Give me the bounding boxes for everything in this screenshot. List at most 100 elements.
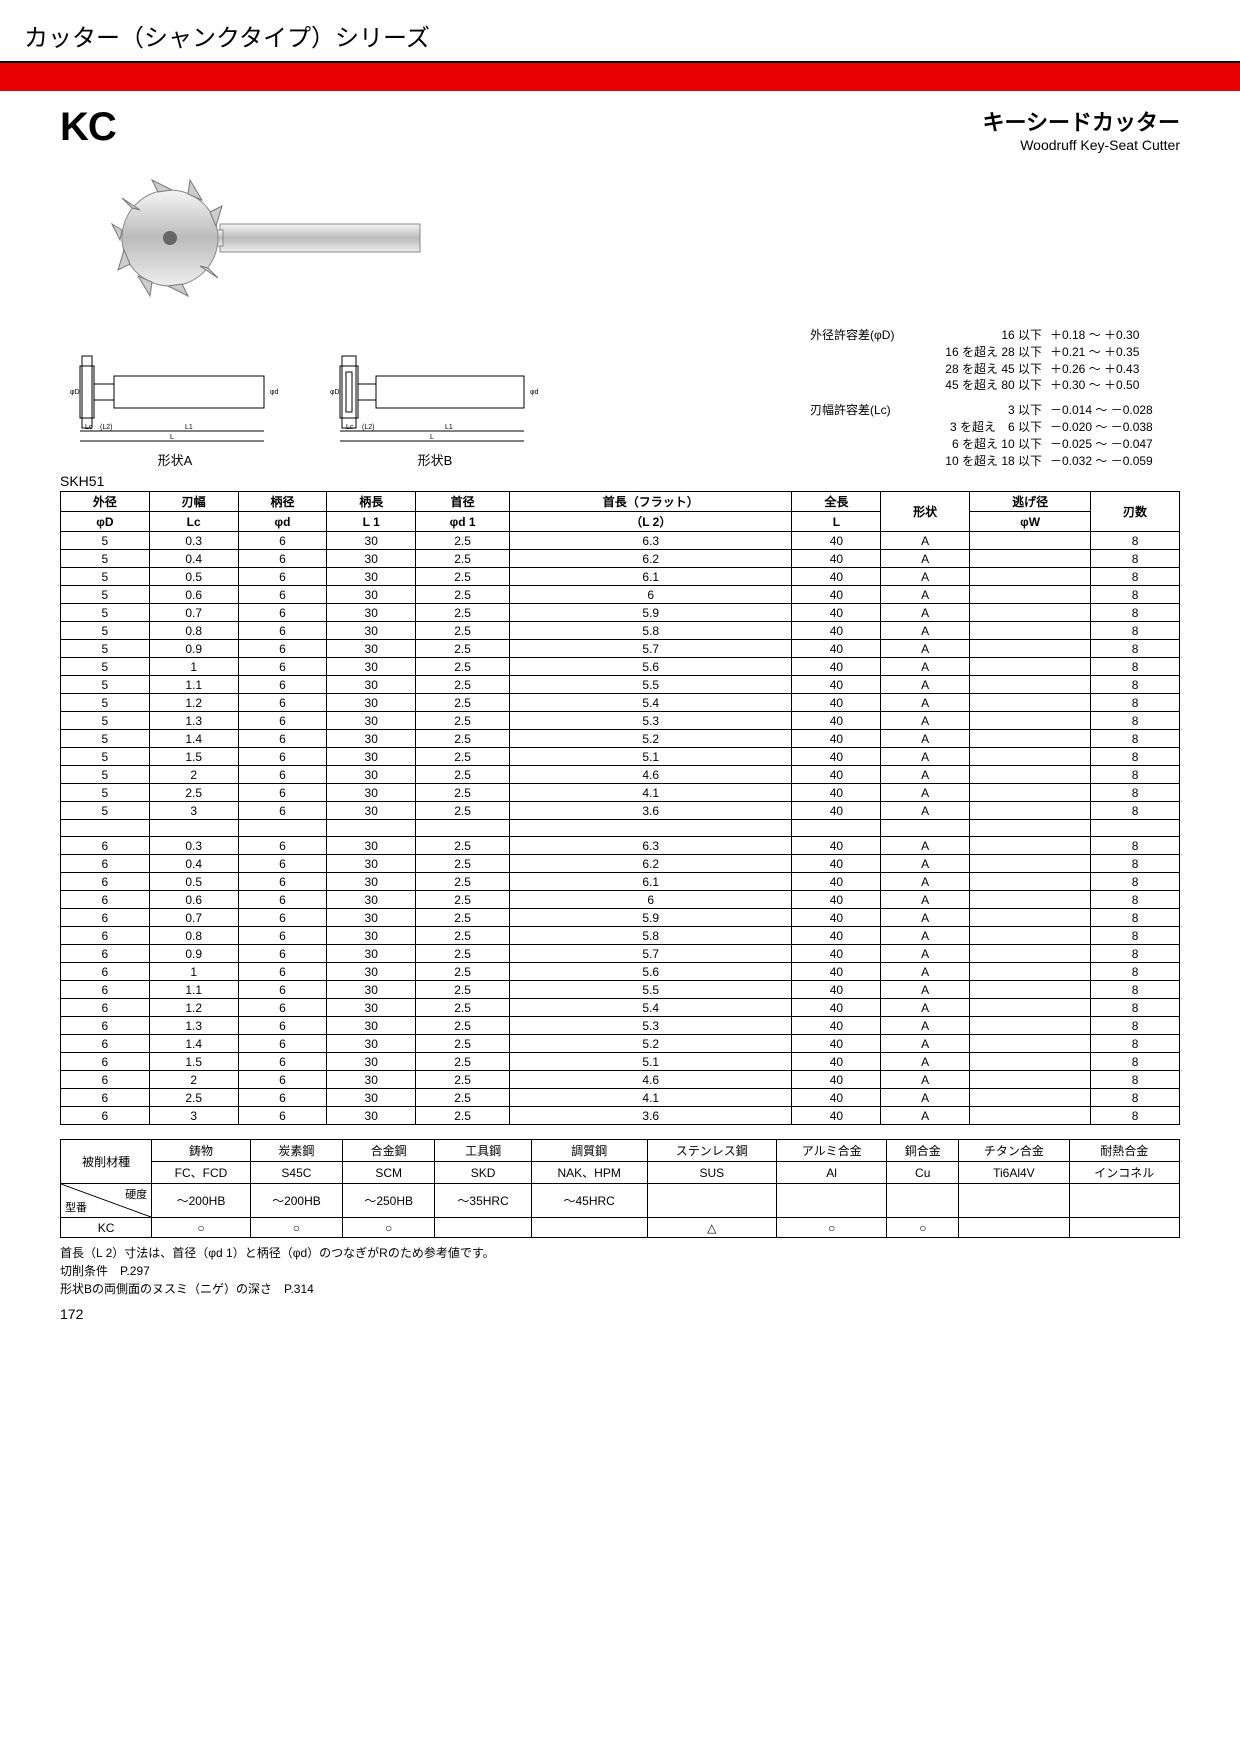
table-row: 626302.54.640A8	[61, 1071, 1180, 1089]
svg-text:Lc: Lc	[85, 424, 93, 431]
table-cell: 30	[327, 730, 416, 748]
material-subheader: Al	[777, 1162, 887, 1184]
table-cell: A	[881, 694, 970, 712]
svg-text:(L2): (L2)	[362, 424, 374, 431]
table-cell: 8	[1091, 1017, 1180, 1035]
table-cell: 30	[327, 1107, 416, 1125]
table-cell: 2.5	[416, 658, 510, 676]
table-cell: 30	[327, 927, 416, 945]
table-row: 636302.53.640A8	[61, 1107, 1180, 1125]
material-subheader: Ti6Al4V	[959, 1162, 1069, 1184]
hardness-cell: ～45HRC	[531, 1184, 647, 1218]
table-cell: 1.5	[149, 748, 238, 766]
table-cell: 1.3	[149, 712, 238, 730]
table-cell: 30	[327, 604, 416, 622]
hardness-cell	[647, 1184, 777, 1218]
table-cell: 5.5	[510, 981, 792, 999]
table-cell: 2.5	[416, 766, 510, 784]
table-cell: 5.1	[510, 1053, 792, 1071]
table-cell: 2.5	[416, 586, 510, 604]
table-cell	[970, 837, 1091, 855]
table-row: 50.36302.56.340A8	[61, 532, 1180, 550]
table-cell: 6	[238, 658, 327, 676]
table-cell: 5	[61, 640, 150, 658]
table-cell: 6	[238, 963, 327, 981]
table-cell: 5	[61, 694, 150, 712]
table-cell: 8	[1091, 550, 1180, 568]
table-cell: 6	[238, 927, 327, 945]
table-cell	[970, 999, 1091, 1017]
table-cell	[970, 622, 1091, 640]
spec-subheader: φD	[61, 512, 150, 532]
material-header: チタン合金	[959, 1140, 1069, 1162]
page-number: 172	[60, 1306, 1180, 1322]
table-cell	[970, 712, 1091, 730]
tolerance-row: 28 を超え 45 以下＋0.26 ～ ＋0.43	[920, 361, 1180, 378]
table-cell: 5	[61, 766, 150, 784]
table-cell: 8	[1091, 1107, 1180, 1125]
table-cell: 2.5	[416, 1107, 510, 1125]
table-row: 536302.53.640A8	[61, 802, 1180, 820]
table-cell: 6.3	[510, 532, 792, 550]
table-cell: 6	[510, 891, 792, 909]
table-cell: 40	[792, 640, 881, 658]
table-cell: 5	[61, 568, 150, 586]
table-cell: 40	[792, 712, 881, 730]
table-cell: 5	[61, 730, 150, 748]
table-cell: 2.5	[416, 694, 510, 712]
table-cell: 40	[792, 802, 881, 820]
hardness-cell	[959, 1184, 1069, 1218]
table-cell: 6.2	[510, 550, 792, 568]
table-cell: 30	[327, 532, 416, 550]
table-cell: 40	[792, 676, 881, 694]
material-subheader: SCM	[343, 1162, 435, 1184]
table-cell	[970, 927, 1091, 945]
table-cell	[970, 640, 1091, 658]
table-cell: 30	[327, 1017, 416, 1035]
table-cell: A	[881, 730, 970, 748]
table-cell: 8	[1091, 981, 1180, 999]
table-row: 616302.55.640A8	[61, 963, 1180, 981]
table-cell: 3	[149, 1107, 238, 1125]
diagram-a: Lc (L2) L1 L φD φd 形状A	[60, 346, 290, 469]
product-photo	[100, 159, 440, 319]
table-cell: A	[881, 1089, 970, 1107]
material-subheader: SUS	[647, 1162, 777, 1184]
table-cell: 0.7	[149, 909, 238, 927]
material-subheader: SKD	[435, 1162, 532, 1184]
material-table: 被削材種鋳物炭素鋼合金鋼工具鋼調質鋼ステンレス鋼アルミ合金銅合金チタン合金耐熱合…	[60, 1139, 1180, 1238]
table-cell: 2.5	[416, 604, 510, 622]
svg-text:L1: L1	[185, 424, 193, 431]
spec-header: 刃数	[1091, 492, 1180, 532]
table-cell: 2.5	[416, 640, 510, 658]
table-cell: 30	[327, 712, 416, 730]
table-cell: 8	[1091, 640, 1180, 658]
table-cell: 3.6	[510, 1107, 792, 1125]
table-cell: 6	[238, 622, 327, 640]
kc-cell: ○	[887, 1218, 959, 1238]
spec-header: 逃げ径	[970, 492, 1091, 512]
table-cell: 40	[792, 586, 881, 604]
table-cell: 6	[61, 837, 150, 855]
table-cell: 8	[1091, 1089, 1180, 1107]
material-subheader: Cu	[887, 1162, 959, 1184]
table-cell: 40	[792, 909, 881, 927]
table-cell: 5	[61, 784, 150, 802]
table-row: 60.76302.55.940A8	[61, 909, 1180, 927]
red-band	[0, 63, 1240, 91]
table-row: 51.26302.55.440A8	[61, 694, 1180, 712]
table-cell: 30	[327, 945, 416, 963]
table-cell: 6	[238, 909, 327, 927]
svg-text:φD: φD	[70, 389, 80, 396]
table-cell: 8	[1091, 1071, 1180, 1089]
kc-cell: ○	[250, 1218, 342, 1238]
table-cell: 5.7	[510, 640, 792, 658]
table-cell: 6	[238, 766, 327, 784]
table-cell: A	[881, 891, 970, 909]
series-title: カッター（シャンクタイプ）シリーズ	[0, 0, 1240, 61]
table-cell: 30	[327, 766, 416, 784]
table-cell: 1	[149, 963, 238, 981]
table-cell: 2.5	[416, 730, 510, 748]
table-cell: A	[881, 1107, 970, 1125]
table-cell: 2	[149, 766, 238, 784]
